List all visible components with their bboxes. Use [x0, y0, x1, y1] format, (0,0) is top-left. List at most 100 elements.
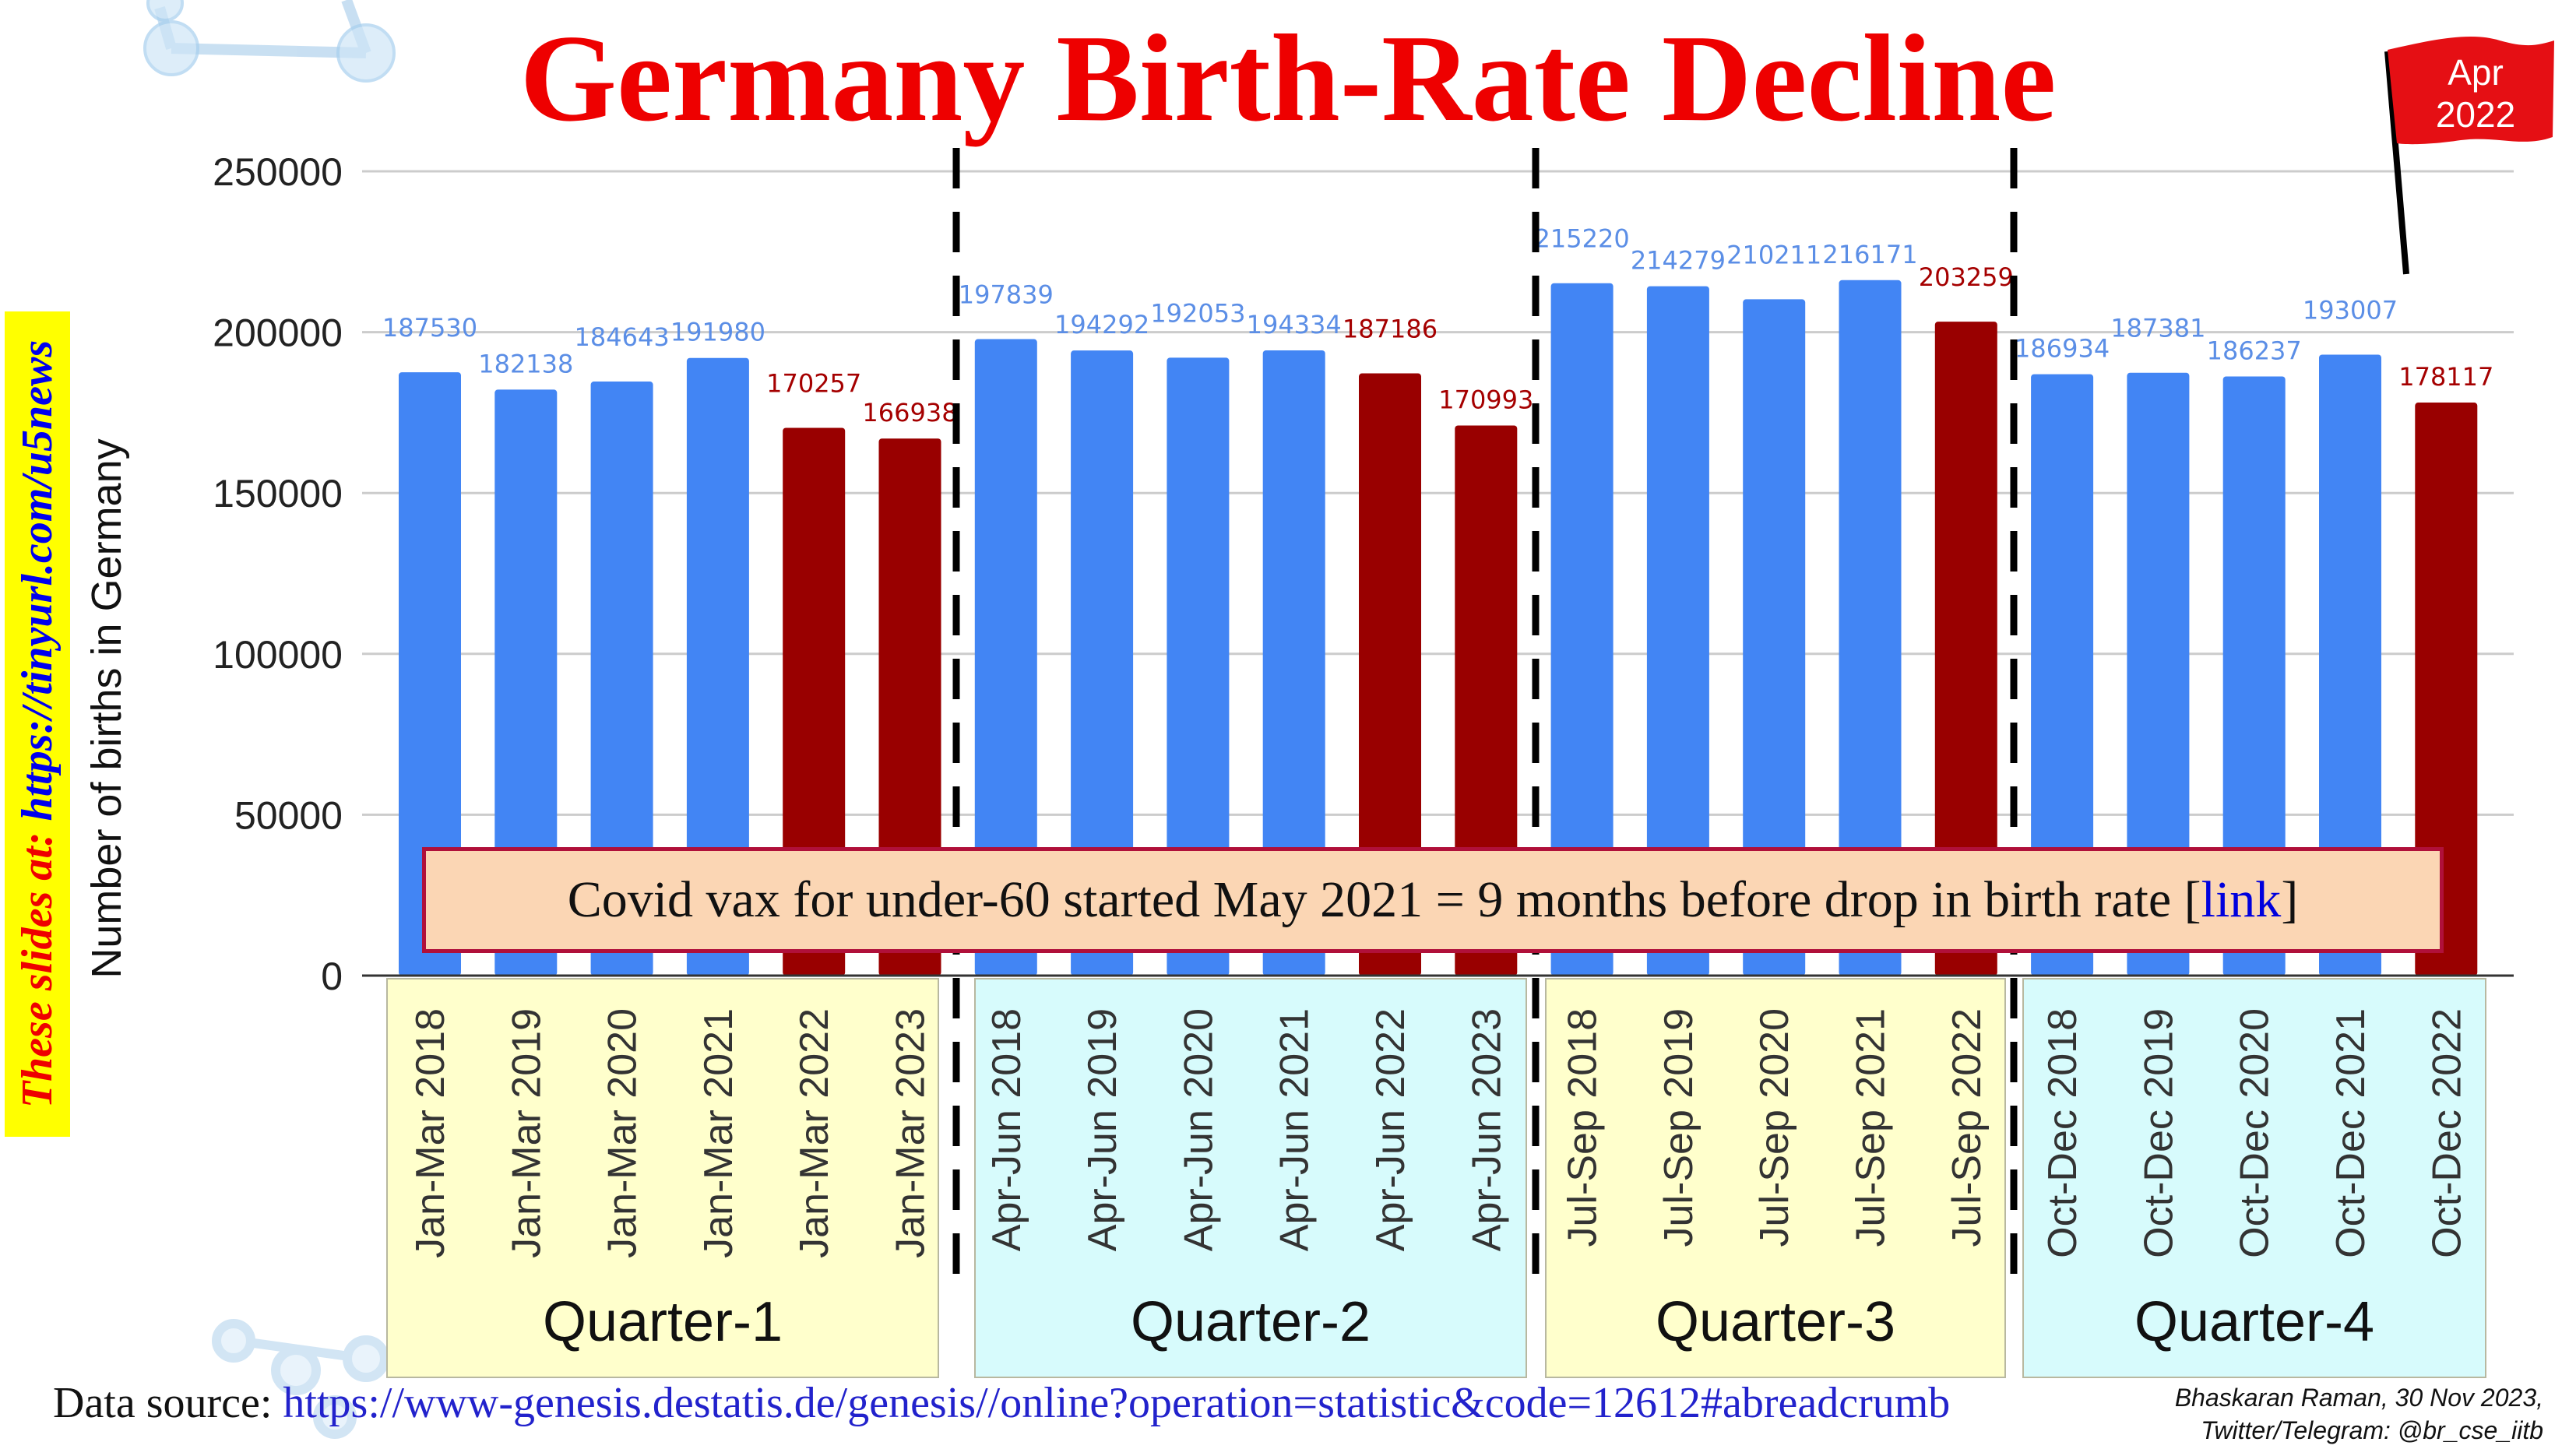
bar-value-label: 192053: [1150, 298, 1245, 328]
x-tick-label: Oct-Dec 2022: [2424, 1008, 2469, 1258]
x-tick-label: Oct-Dec 2018: [2040, 1008, 2085, 1258]
x-tick-label: Apr-Jun 2021: [1272, 1008, 1318, 1251]
group-panel: [2022, 978, 2486, 1378]
bar: [494, 389, 558, 976]
bar: [1167, 357, 1230, 976]
bar-value-label: 182138: [478, 349, 573, 378]
bar: [590, 382, 653, 976]
x-tick-label: Jan-Mar 2018: [408, 1008, 453, 1258]
x-tick-label: Apr-Jun 2019: [1080, 1008, 1125, 1251]
bar-value-label: 170993: [1438, 385, 1533, 414]
bar-value-label: 216171: [1822, 240, 1917, 269]
slides-link-banner[interactable]: [5, 311, 70, 1137]
x-tick-label: Oct-Dec 2020: [2233, 1008, 2278, 1258]
bar: [1550, 283, 1614, 976]
y-tick-label: 0: [321, 955, 343, 998]
group-label: Quarter-1: [543, 1291, 783, 1353]
bar-value-label: 187186: [1343, 315, 1438, 344]
bar-value-label: 186237: [2207, 336, 2302, 365]
bar-value-label: 194334: [1247, 310, 1342, 339]
bar: [2415, 403, 2478, 976]
bar: [974, 339, 1037, 976]
bar-value-label: 184643: [575, 322, 670, 352]
bar: [2127, 372, 2190, 976]
bar: [1455, 425, 1518, 976]
data-source-label: Data source:: [53, 1379, 273, 1427]
group-label: Quarter-2: [1131, 1291, 1371, 1353]
bar: [1934, 322, 1997, 976]
bar-value-label: 203259: [1919, 262, 2014, 292]
bar: [1359, 373, 1421, 976]
y-tick-label: 200000: [213, 311, 343, 355]
bar: [2222, 376, 2286, 976]
bar: [686, 357, 749, 976]
x-tick-label: Apr-Jun 2018: [984, 1008, 1029, 1251]
x-tick-label: Apr-Jun 2020: [1176, 1008, 1221, 1251]
y-tick-label: 100000: [213, 633, 343, 677]
bar: [1071, 350, 1134, 976]
x-tick-label: Jul-Sep 2020: [1752, 1008, 1797, 1247]
x-tick-label: Jul-Sep 2021: [1849, 1008, 1894, 1247]
bar: [1262, 350, 1325, 976]
page-title: Germany Birth-Rate Decline: [519, 9, 2057, 147]
author-credit: Bhaskaran Raman, 30 Nov 2023, Twitter/Te…: [2175, 1381, 2543, 1447]
x-tick-label: Oct-Dec 2019: [2136, 1008, 2181, 1258]
bar-value-label: 187381: [2110, 314, 2205, 343]
x-tick-label: Jul-Sep 2022: [1944, 1008, 1990, 1247]
group-panel: [386, 978, 939, 1378]
bar: [783, 427, 846, 976]
x-tick-label: Oct-Dec 2021: [2328, 1008, 2374, 1258]
x-tick-label: Jul-Sep 2019: [1656, 1008, 1701, 1247]
bar-value-label: 197839: [959, 280, 1054, 310]
bar: [1743, 299, 1806, 976]
bar-value-label: 187530: [382, 313, 477, 343]
group-label: Quarter-3: [1656, 1291, 1895, 1353]
x-tick-label: Jan-Mar 2019: [504, 1008, 549, 1258]
group-panel: [1545, 978, 2006, 1378]
data-source: Data source: https://www-genesis.destati…: [53, 1378, 1950, 1428]
bar-value-label: 178117: [2398, 362, 2493, 392]
bar-value-label: 215220: [1535, 224, 1630, 254]
bar: [1646, 286, 1709, 976]
x-tick-label: Apr-Jun 2022: [1368, 1008, 1413, 1251]
bar: [2031, 374, 2094, 976]
x-tick-label: Jan-Mar 2023: [889, 1008, 934, 1258]
vax-callout: Covid vax for under-60 started May 2021 …: [422, 847, 2444, 953]
bar-value-label: 194292: [1054, 310, 1149, 339]
x-tick-label: Jan-Mar 2021: [696, 1008, 741, 1258]
bar-value-label: 191980: [670, 318, 765, 347]
bar-value-label: 170257: [766, 368, 861, 398]
flag-label: Apr 2022: [2430, 51, 2521, 135]
callout-link[interactable]: link: [2201, 871, 2282, 928]
bar-value-label: 210211: [1726, 240, 1821, 269]
x-tick-label: Jan-Mar 2022: [792, 1008, 837, 1258]
x-tick-label: Apr-Jun 2023: [1464, 1008, 1509, 1251]
group-panel: [974, 978, 1527, 1378]
bar-value-label: 186934: [2015, 334, 2110, 364]
data-source-link[interactable]: https://www-genesis.destatis.de/genesis/…: [283, 1379, 1951, 1427]
bar: [2319, 354, 2381, 976]
x-tick-label: Jul-Sep 2018: [1561, 1008, 1606, 1247]
flag-month: Apr: [2448, 52, 2504, 93]
y-tick-label: 50000: [234, 793, 343, 837]
y-tick-label: 150000: [213, 472, 343, 515]
y-tick-label: 250000: [213, 150, 343, 194]
bar-value-label: 166938: [862, 398, 957, 427]
callout-text-end: ]: [2281, 871, 2299, 928]
y-axis-title: Number of births in Germany: [83, 438, 130, 978]
bar-value-label: 193007: [2303, 295, 2398, 325]
bar-value-label: 214279: [1631, 246, 1726, 276]
bar: [1839, 280, 1902, 976]
bar: [878, 438, 941, 976]
flag-year: 2022: [2435, 94, 2516, 135]
callout-text: Covid vax for under-60 started May 2021 …: [567, 871, 2201, 928]
x-tick-label: Jan-Mar 2020: [600, 1008, 646, 1258]
group-label: Quarter-4: [2134, 1291, 2374, 1353]
credit-line-2: Twitter/Telegram: @br_cse_iitb: [2201, 1416, 2543, 1444]
credit-line-1: Bhaskaran Raman, 30 Nov 2023,: [2174, 1384, 2543, 1412]
bar: [399, 372, 461, 976]
